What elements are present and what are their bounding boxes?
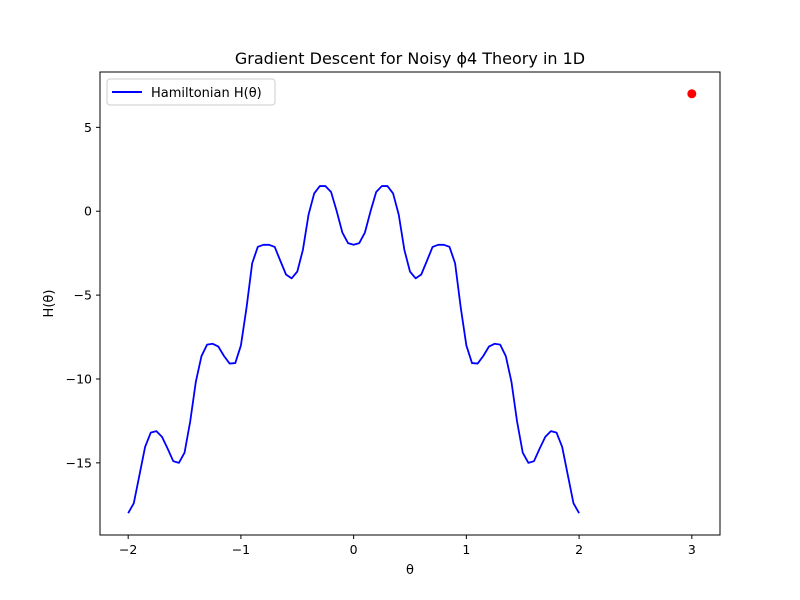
x-tick-label: 0	[350, 542, 358, 557]
plot-area	[99, 71, 721, 536]
legend-box	[106, 78, 276, 106]
x-axis-label: θ	[406, 563, 414, 578]
y-axis: 5 0 −5 −10 −15	[66, 120, 100, 470]
legend-entry-hamiltonian: Hamiltonian H(θ)	[151, 86, 262, 101]
y-tick-label: 5	[84, 120, 92, 135]
axes-frame	[99, 71, 721, 536]
x-tick-label: 3	[688, 542, 696, 557]
x-tick-label: −2	[119, 542, 137, 557]
scatter-point-0	[687, 89, 697, 99]
y-tick-label: −5	[74, 288, 92, 303]
x-axis: −2 −1 0 1 2 3	[119, 535, 696, 557]
y-axis-label: H(θ)	[42, 290, 57, 318]
x-tick-label: −1	[232, 542, 250, 557]
x-tick-label: 1	[462, 542, 470, 557]
chart-title: Gradient Descent for Noisy ϕ4 Theory in …	[235, 49, 585, 68]
legend: Hamiltonian H(θ)	[106, 78, 276, 106]
y-tick-label: −15	[66, 455, 92, 470]
y-tick-label: 0	[84, 204, 92, 219]
series-line-hamiltonian	[127, 185, 580, 514]
x-tick-label: 2	[575, 542, 583, 557]
y-tick-label: −10	[66, 371, 92, 386]
